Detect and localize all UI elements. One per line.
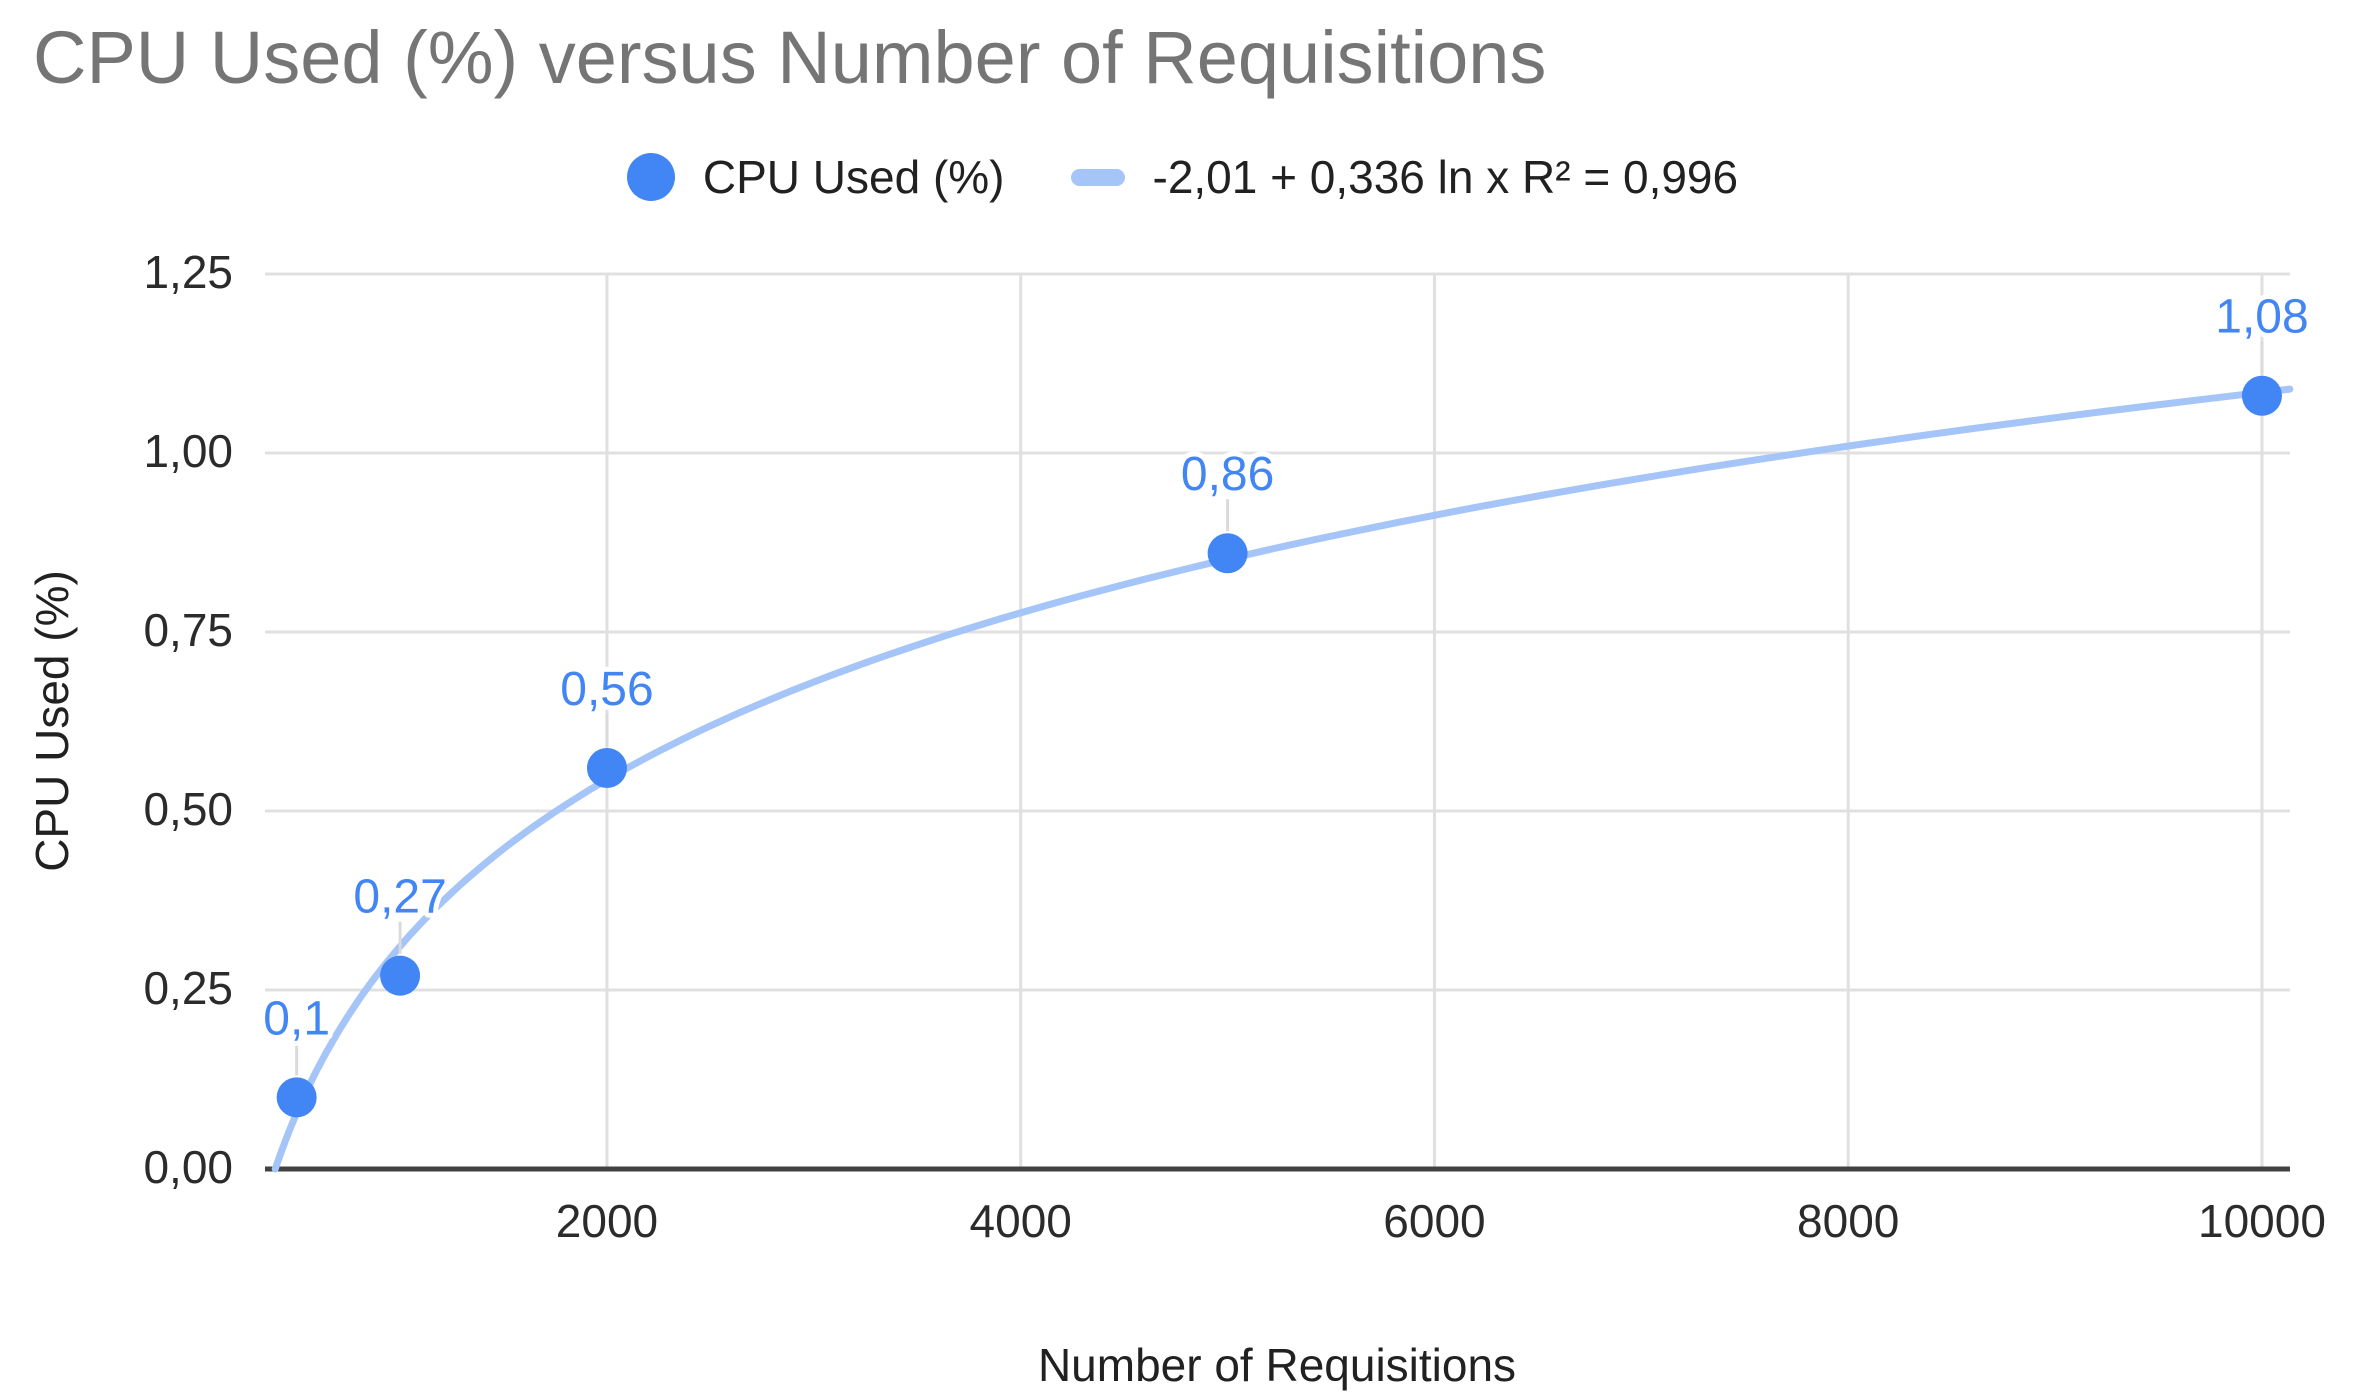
y-tick-label: 0,75 — [143, 604, 233, 656]
data-point — [2241, 375, 2282, 416]
x-axis-title: Number of Requisitions — [1037, 1339, 1517, 1391]
data-point — [1207, 533, 1248, 574]
gridlines — [265, 272, 2290, 1169]
data-point-label: 0,86 — [1181, 448, 1274, 501]
y-tick-label: 1,25 — [143, 246, 233, 298]
x-tick-label: 2000 — [556, 1195, 658, 1247]
legend-item-trendline: -2,01 + 0,336 ln x R² = 0,996 — [1070, 150, 1739, 204]
legend: CPU Used (%) -2,01 + 0,336 ln x R² = 0,9… — [0, 150, 2365, 204]
data-point — [586, 748, 627, 789]
trendline — [271, 385, 2294, 1173]
y-tick-label: 0,50 — [143, 783, 233, 835]
legend-trendline-label: -2,01 + 0,336 ln x R² = 0,996 — [1152, 151, 1739, 203]
legend-series-label: CPU Used (%) — [702, 151, 1005, 203]
data-point — [380, 955, 421, 996]
x-tick-label: 10000 — [2198, 1195, 2326, 1247]
data-point-label: 0,56 — [560, 663, 653, 716]
y-tick-label: 0,25 — [143, 962, 233, 1014]
x-tick-label: 4000 — [970, 1195, 1072, 1247]
legend-item-series: CPU Used (%) — [626, 150, 1005, 204]
data-label-leader-lines — [295, 341, 2264, 1076]
series-point-icon — [626, 153, 675, 201]
x-tick-label: 8000 — [1797, 1195, 1899, 1247]
y-tick-label: 0,00 — [143, 1141, 233, 1193]
data-point-label: 1,08 — [2215, 291, 2308, 344]
data-point-label: 0,1 — [263, 992, 330, 1045]
tick-labels: 2000 4000 6000 8000 10000 0,00 0,25 0,50 0,75 1,0… — [143, 246, 2325, 1247]
data-point — [276, 1077, 317, 1118]
x-tick-label: 6000 — [1383, 1195, 1485, 1247]
trendline-path — [271, 385, 2294, 1173]
data-labels: 0,1 0,27 0,56 0,86 1,08 — [258, 286, 2313, 1051]
trendline-swatch-icon — [1070, 168, 1125, 186]
data-point-label: 0,27 — [353, 871, 446, 924]
chart-title: CPU Used (%) versus Number of Requisitio… — [33, 16, 1547, 99]
y-tick-label: 1,00 — [143, 425, 233, 477]
data-points — [276, 375, 2282, 1118]
y-axis-title: CPU Used (%) — [26, 570, 78, 872]
